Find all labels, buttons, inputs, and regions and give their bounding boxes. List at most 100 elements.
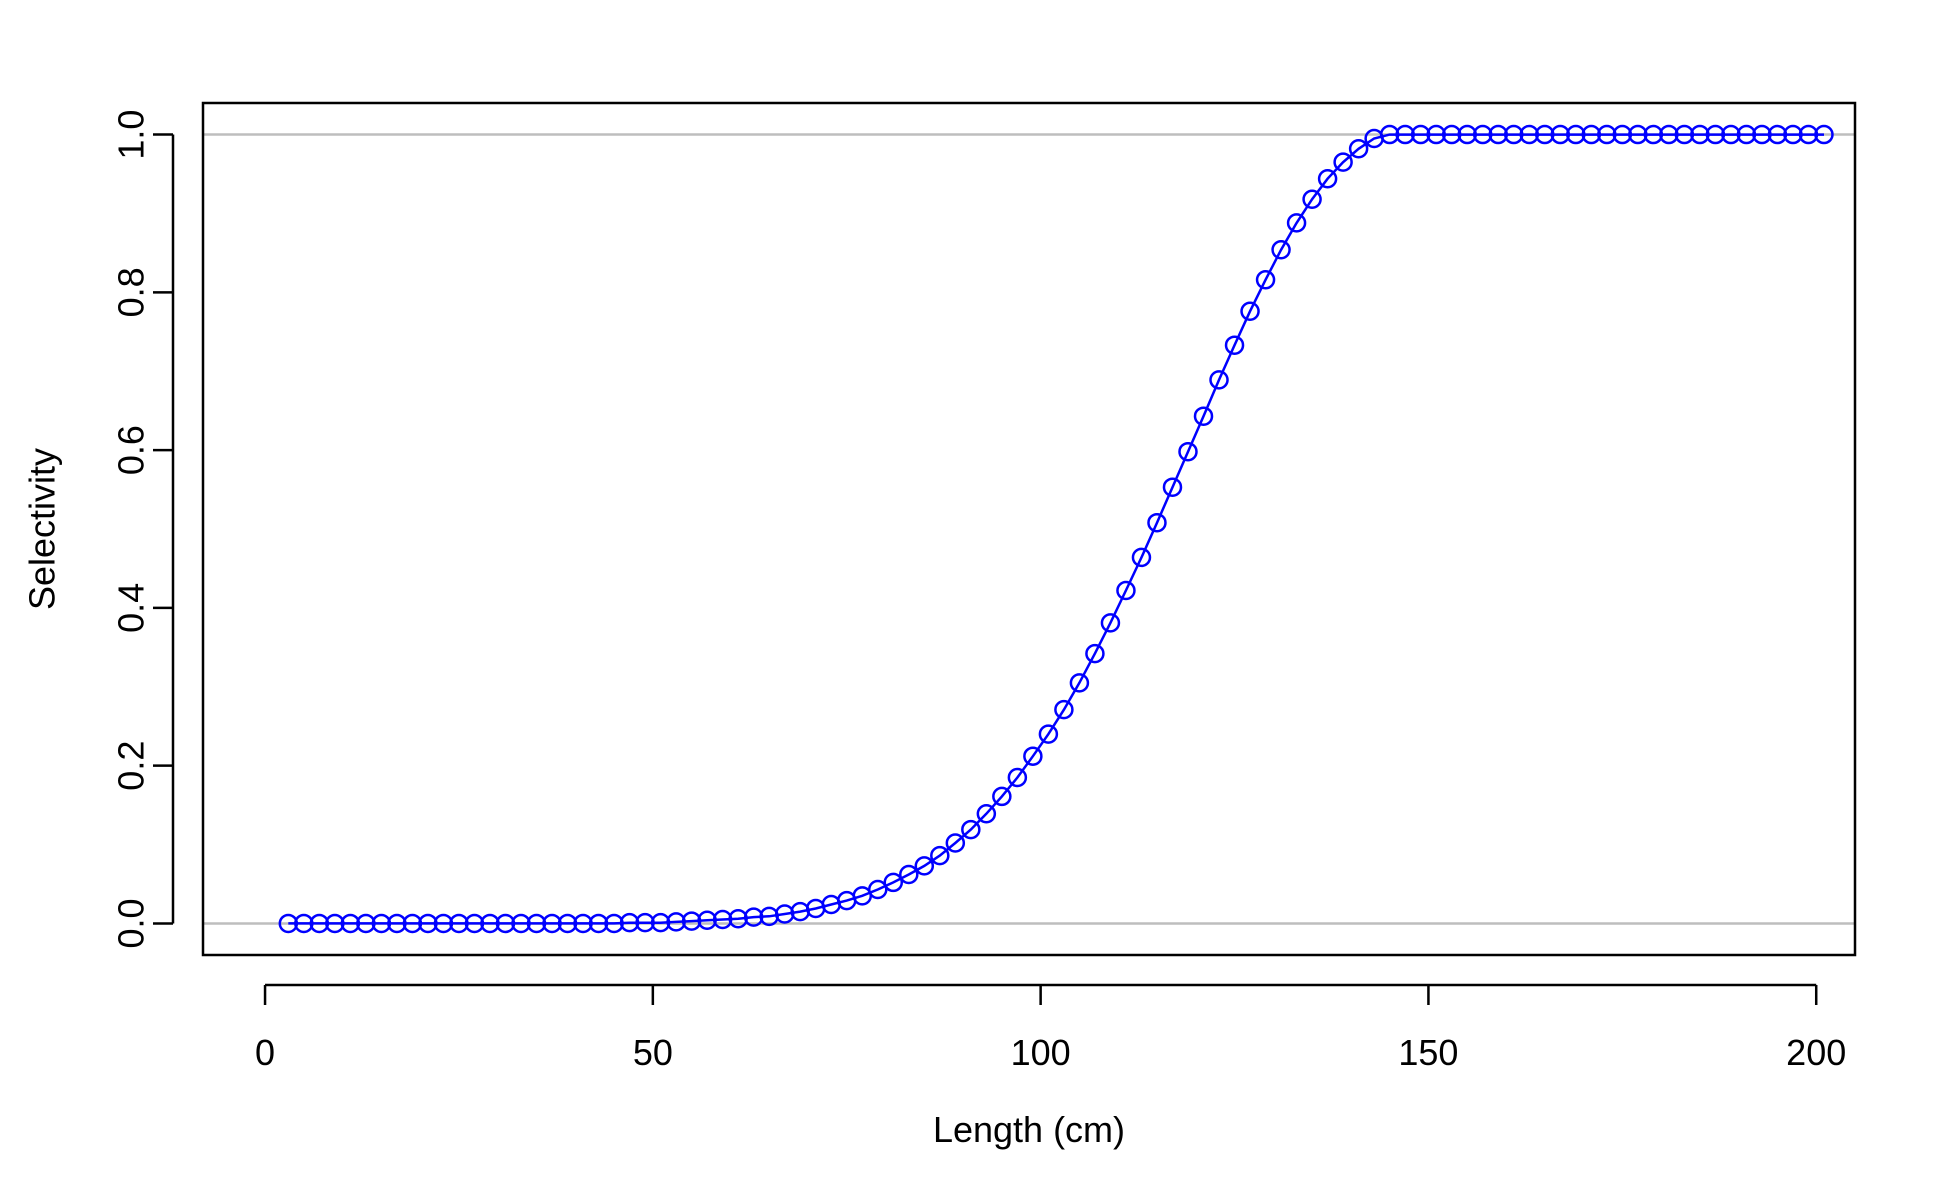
data-point — [449, 913, 469, 934]
y-axis-title: Selectivity — [22, 448, 63, 610]
data-point — [914, 856, 935, 876]
y-tick-label: 0.2 — [111, 741, 152, 791]
data-point — [356, 913, 376, 934]
data-point — [1721, 124, 1741, 145]
y-tick-label: 0.4 — [111, 583, 152, 633]
data-point — [1659, 124, 1679, 145]
data-point — [1069, 673, 1090, 693]
data-point — [1550, 124, 1571, 145]
x-tick-label: 150 — [1398, 1032, 1458, 1073]
data-point — [1628, 124, 1648, 145]
x-tick-label: 0 — [255, 1032, 275, 1073]
data-point — [1023, 746, 1043, 766]
data-point — [1131, 547, 1152, 568]
data-point — [464, 913, 485, 934]
series-line — [288, 133, 1824, 925]
data-point — [1193, 406, 1214, 426]
data-point — [1007, 767, 1028, 788]
data-point — [1054, 699, 1074, 720]
data-point — [511, 913, 531, 934]
data-point — [1767, 124, 1788, 145]
data-point — [480, 913, 500, 934]
data-point — [1100, 613, 1121, 633]
data-point — [1674, 124, 1695, 145]
data-point — [1224, 335, 1245, 355]
data-point — [1814, 124, 1834, 145]
data-point — [899, 864, 919, 885]
data-point — [743, 907, 764, 927]
data-point — [1178, 441, 1198, 462]
data-point — [604, 913, 624, 934]
data-point — [542, 913, 562, 934]
data-point — [1426, 124, 1446, 145]
data-point — [325, 913, 345, 934]
data-point — [1566, 124, 1586, 145]
data-point — [1286, 213, 1307, 233]
data-point — [402, 913, 423, 934]
x-axis: 0 50 100 150 200 — [255, 983, 1846, 1073]
data-point — [697, 910, 717, 931]
data-point — [1379, 124, 1400, 145]
x-tick-label: 200 — [1786, 1032, 1846, 1073]
series-layer — [278, 124, 1834, 934]
data-point — [309, 913, 330, 934]
data-point — [1255, 269, 1276, 290]
data-point — [387, 913, 407, 934]
data-point — [712, 909, 733, 930]
data-point — [1752, 124, 1772, 145]
y-tick-label: 0.8 — [111, 267, 152, 317]
x-tick-label: 50 — [633, 1032, 673, 1073]
x-axis-title: Length (cm) — [933, 1109, 1125, 1150]
data-point — [681, 911, 702, 931]
data-point — [1488, 124, 1508, 145]
data-point — [1038, 724, 1059, 744]
data-point — [526, 913, 547, 934]
data-point — [1581, 124, 1602, 145]
data-point — [1147, 512, 1167, 533]
data-point — [868, 879, 888, 900]
data-point — [945, 833, 966, 853]
data-point — [1317, 168, 1338, 189]
data-point — [1519, 124, 1540, 145]
data-point — [433, 913, 454, 934]
data-point — [573, 913, 593, 934]
data-point — [1162, 477, 1183, 497]
data-point — [1209, 370, 1229, 390]
data-point — [495, 913, 516, 934]
data-point — [1240, 301, 1260, 322]
data-point — [1783, 124, 1803, 145]
data-point — [294, 913, 314, 934]
data-point — [588, 913, 609, 934]
data-point — [1705, 124, 1726, 145]
data-point — [557, 913, 578, 934]
data-point — [1472, 124, 1493, 145]
data-point — [728, 908, 748, 929]
data-point — [1348, 139, 1369, 159]
data-point — [883, 872, 904, 893]
data-point — [1535, 124, 1555, 145]
data-point — [930, 845, 950, 866]
data-point — [1597, 124, 1617, 145]
data-point — [992, 786, 1012, 807]
data-point — [1503, 124, 1524, 145]
data-point — [1736, 124, 1757, 145]
data-point — [1643, 124, 1664, 145]
plot-frame — [201, 101, 1857, 957]
reference-lines — [203, 133, 1855, 925]
y-tick-label: 0.0 — [111, 898, 152, 948]
data-point — [1690, 124, 1710, 145]
data-point — [1271, 239, 1291, 260]
y-tick-label: 0.6 — [111, 425, 152, 475]
data-point — [1333, 152, 1353, 172]
data-point — [1457, 124, 1477, 145]
data-point — [418, 913, 438, 934]
data-point — [1085, 643, 1105, 664]
data-point — [1410, 124, 1431, 145]
data-point — [666, 912, 686, 932]
data-point — [961, 819, 981, 840]
data-point — [278, 913, 299, 934]
y-tick-label: 1.0 — [111, 110, 152, 160]
data-point — [1798, 124, 1819, 145]
data-point — [1395, 124, 1415, 145]
